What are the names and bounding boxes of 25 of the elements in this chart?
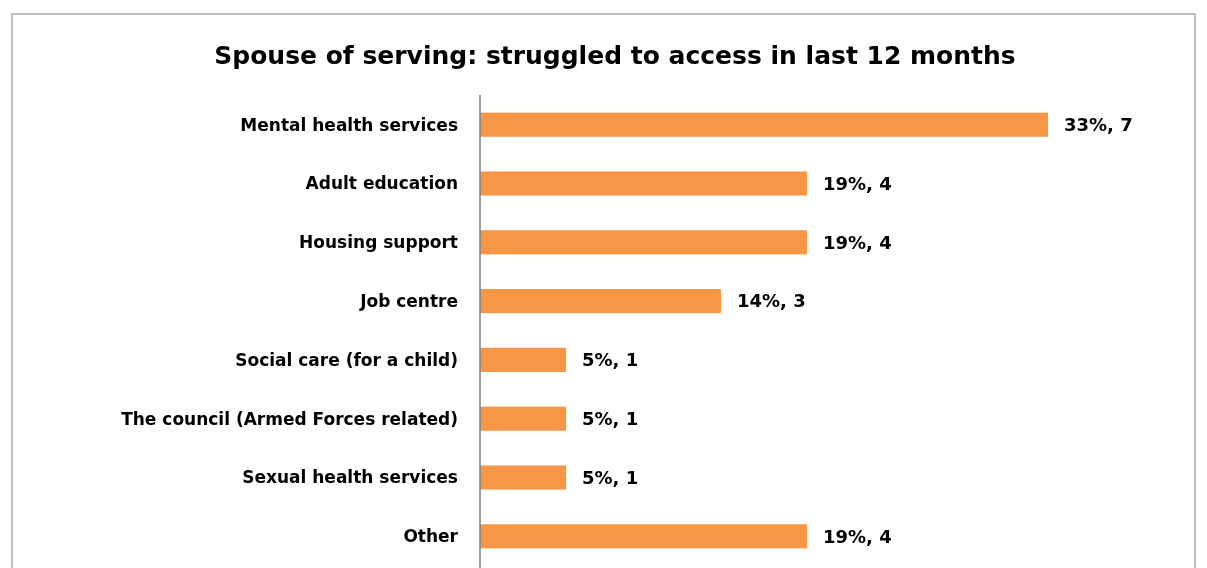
data-label: 19%, 4: [823, 525, 892, 547]
y-tick-label: Social care (for a child): [235, 349, 458, 370]
data-label: 5%, 1: [582, 349, 639, 371]
y-tick-label: Other: [403, 526, 459, 547]
bar: [480, 406, 567, 431]
bar: [480, 289, 721, 314]
data-label: 5%, 1: [582, 466, 639, 488]
chart-title: Spouse of serving: struggled to access in last 12 months: [214, 40, 1016, 70]
bar: [480, 112, 1048, 137]
y-tick-label: The council (Armed Forces related): [121, 408, 458, 429]
y-tick-label: Job centre: [359, 291, 458, 312]
y-tick-label: Mental health services: [240, 114, 458, 135]
y-tick-label: Sexual health services: [242, 467, 458, 488]
bar: [480, 230, 808, 255]
y-tick-label: Housing support: [299, 232, 458, 253]
bar: [480, 347, 567, 372]
bar: [480, 465, 567, 490]
bar: [480, 524, 808, 549]
data-label: 19%, 4: [823, 172, 892, 194]
data-label: 5%, 1: [582, 408, 639, 429]
data-label: 14%, 3: [736, 290, 806, 312]
y-tick-label: Adult education: [305, 173, 458, 194]
data-label: 19%, 4: [823, 231, 892, 253]
data-label: 33%, 7: [1064, 113, 1133, 135]
bar: [480, 171, 808, 196]
